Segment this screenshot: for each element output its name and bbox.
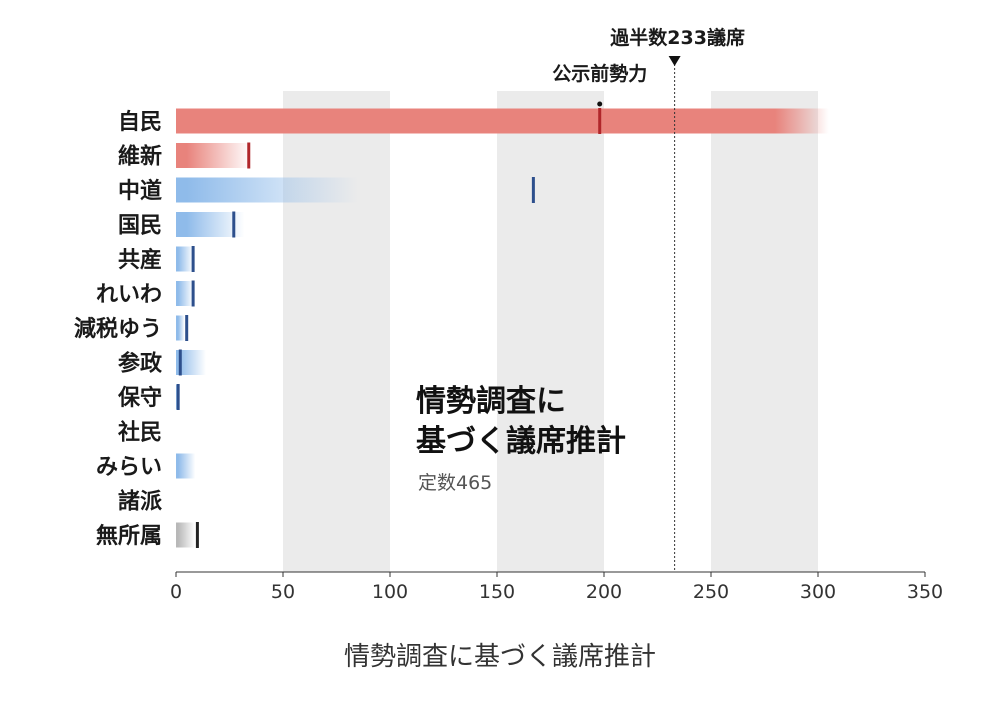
x-tick-label: 350	[907, 581, 943, 603]
category-label: 中道	[118, 178, 162, 204]
category-label: れいわ	[96, 283, 162, 308]
x-tick-label: 0	[170, 581, 182, 603]
pre-strength-marker	[185, 315, 189, 341]
estimate-bar	[176, 177, 358, 203]
chart-title-line-2: 基づく議席推計	[416, 424, 626, 459]
x-tick-label: 300	[800, 581, 836, 603]
estimate-bar	[176, 522, 196, 548]
category-label: 諸派	[118, 489, 162, 515]
estimate-bar	[176, 281, 194, 306]
chart-title: 情勢調査に 基づく議席推計	[416, 382, 626, 462]
figure-caption: 情勢調査に基づく議席推計	[343, 642, 656, 672]
majority-marker-triangle	[668, 56, 681, 66]
pre-strength-dot	[597, 101, 603, 107]
estimate-bar	[176, 108, 829, 134]
category-label: 参政	[118, 351, 163, 377]
x-axis: 0 50 100 150 200 250 300 350	[170, 571, 943, 603]
x-tick-label: 100	[372, 581, 408, 603]
pre-strength-marker	[598, 108, 602, 134]
x-tick-label: 50	[271, 581, 295, 603]
category-label: 自民	[118, 109, 162, 135]
shaded-band-0	[283, 91, 390, 572]
category-label: 無所属	[96, 523, 162, 549]
category-label: 共産	[118, 247, 162, 273]
estimate-bar	[176, 143, 251, 168]
shaded-bands	[283, 91, 818, 572]
estimate-bar	[176, 246, 194, 272]
category-label: みらい	[96, 455, 162, 480]
category-label: 保守	[117, 385, 162, 411]
x-tick-label: 250	[693, 581, 729, 603]
shaded-band-2	[711, 91, 818, 572]
pre-strength-marker	[178, 349, 182, 376]
x-tick-label: 150	[479, 581, 515, 603]
x-tick-label: 200	[586, 581, 622, 603]
pre-strength-marker	[191, 280, 195, 307]
pre-strength-marker	[195, 522, 199, 548]
estimate-bar	[176, 315, 185, 341]
category-label: 減税ゆう	[74, 316, 162, 342]
pre-strength-marker	[232, 211, 236, 238]
majority-label: 過半数233議席	[610, 26, 745, 49]
estimate-bar	[176, 453, 196, 479]
pre-strength-marker	[531, 177, 535, 203]
pre-strength-marker	[176, 384, 180, 410]
shaded-band-1	[497, 91, 604, 572]
category-label: 国民	[118, 214, 162, 239]
chart-title-line-1: 情勢調査に	[416, 384, 566, 419]
category-label: 社民	[118, 420, 162, 446]
pre-strength-marker	[191, 246, 195, 272]
category-label: 維新	[118, 144, 162, 170]
pre-strength-marker	[247, 142, 251, 169]
chart-subtitle: 定数465	[418, 472, 493, 494]
pre-strength-markers	[176, 108, 602, 548]
pre-strength-label: 公示前勢力	[552, 62, 647, 85]
